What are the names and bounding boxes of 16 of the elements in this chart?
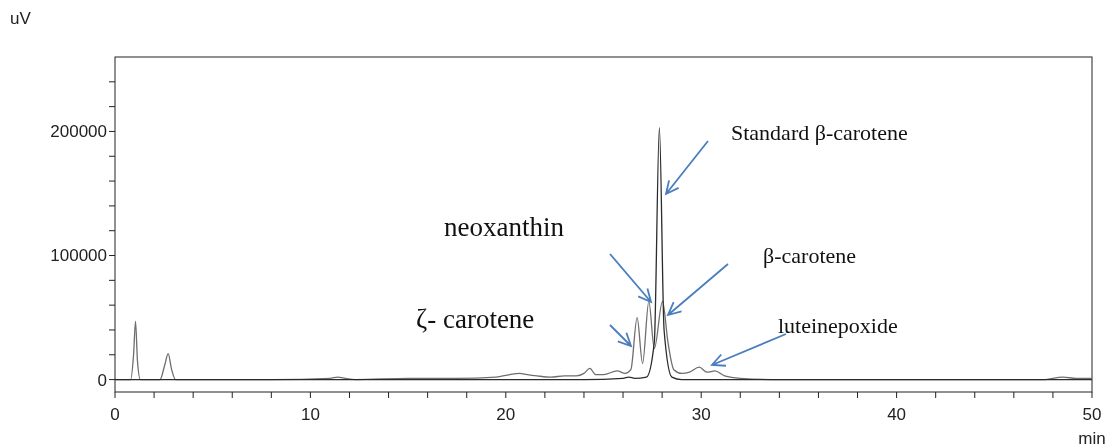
annotation: luteinepoxide [778, 313, 898, 338]
annotation: ζ- carotene [416, 304, 535, 334]
y-tick-label: 100000 [50, 246, 107, 266]
annotation: neoxanthin [444, 212, 565, 242]
x-tick-label: 10 [300, 405, 320, 424]
x-tick-label: 0 [110, 405, 120, 424]
y-tick-label: 200000 [50, 122, 107, 142]
x-tick-label: 50 [1082, 405, 1102, 424]
x-tick-label: 20 [496, 405, 516, 424]
annotation: Standard β-carotene [731, 120, 908, 145]
x-tick-label: 30 [691, 405, 711, 424]
y-axis-title: uV [10, 9, 32, 28]
x-axis-title: min [1078, 429, 1106, 448]
y-tick-label: 0 [97, 370, 107, 390]
annotation: β-carotene [763, 243, 857, 268]
x-tick-label: 40 [887, 405, 907, 424]
